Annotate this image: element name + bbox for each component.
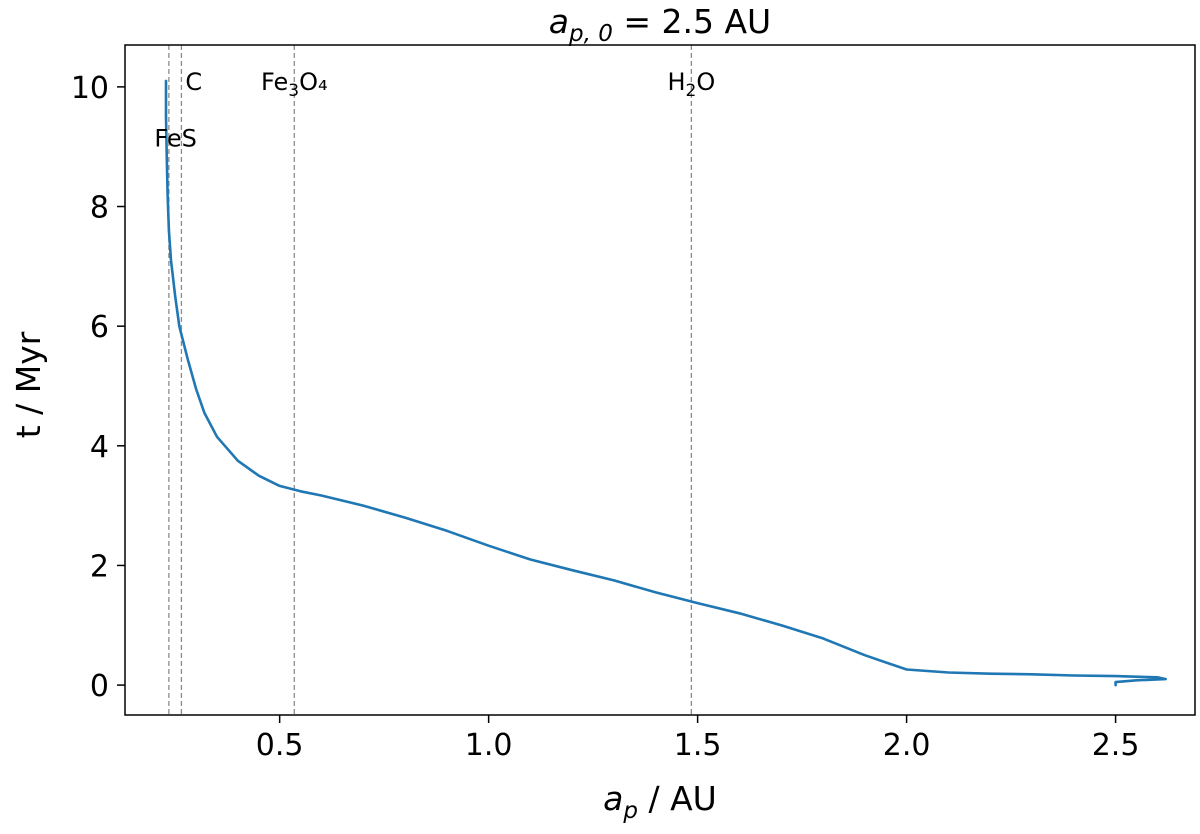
series-layer [164, 79, 1167, 687]
x-tick-label: 0.5 [256, 728, 304, 763]
vlines-layer [168, 45, 692, 715]
title-subscript: p, 0 [568, 21, 613, 47]
condensation-label-sub: 2 [686, 81, 697, 101]
condensation-label-main: H [667, 68, 685, 96]
condensation-label-main: C [185, 68, 202, 96]
condensation-label-main: Fe [261, 68, 288, 96]
x-tick-label: 2.0 [883, 728, 931, 763]
title-rest: = 2.5 AU [613, 2, 771, 41]
condensation-label: FeS [154, 125, 197, 153]
xlabel-subscript: p [622, 798, 638, 824]
y-axis-label: t / Myr [9, 331, 48, 438]
x-axis-ticks: 0.5 1.0 1.5 2.0 2.5 [256, 715, 1140, 763]
y-tick-label: 10 [71, 71, 109, 106]
condensation-label-sub: 3 [288, 81, 299, 101]
condensation-label: H2O [667, 68, 715, 101]
y-tick-label: 2 [90, 549, 109, 584]
title-main: a [549, 2, 569, 41]
y-axis-ticks: 0 2 4 6 8 10 [71, 71, 125, 704]
condensation-label: C [185, 68, 202, 96]
xlabel-main: a [603, 779, 623, 818]
xlabel-rest: / AU [638, 779, 717, 818]
migration-track-line [164, 79, 1167, 687]
y-tick-label: 6 [90, 310, 109, 345]
condensation-label: Fe3O₄ [261, 68, 328, 101]
y-tick-label: 4 [90, 430, 109, 465]
condensation-label-tail: O₄ [299, 68, 328, 96]
y-tick-label: 0 [90, 669, 109, 704]
x-tick-label: 2.5 [1092, 728, 1140, 763]
chart-title: ap, 0 = 2.5 AU [549, 2, 771, 47]
condensation-label-tail: O [696, 68, 715, 96]
x-tick-label: 1.5 [674, 728, 722, 763]
x-axis-label: ap / AU [603, 779, 717, 824]
x-tick-label: 1.0 [465, 728, 513, 763]
y-tick-label: 8 [90, 191, 109, 226]
annotations: FeS C Fe3O₄ H2O [154, 68, 715, 153]
plot-frame [124, 44, 1196, 716]
condensation-label-main: FeS [154, 125, 197, 153]
